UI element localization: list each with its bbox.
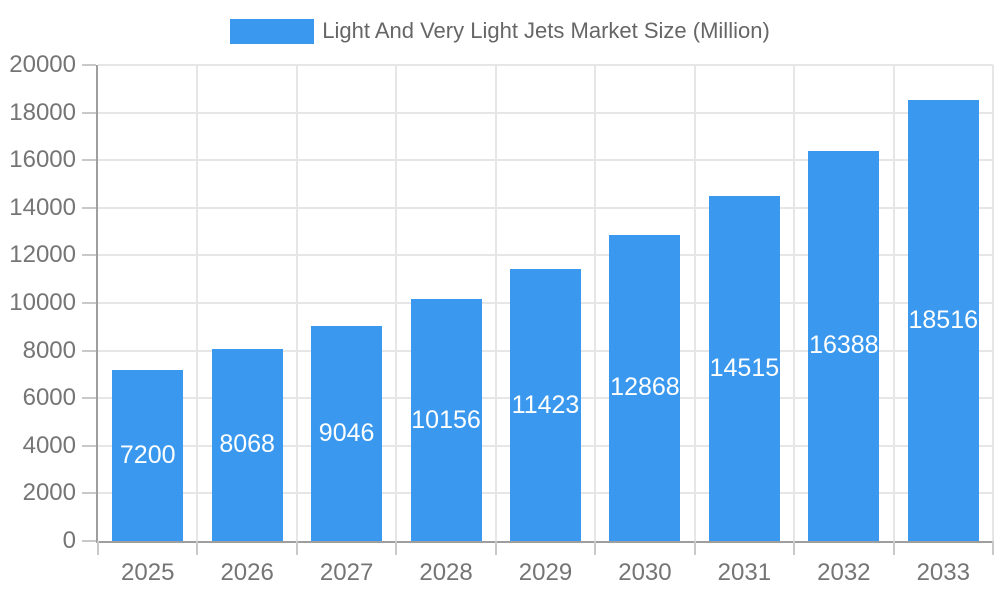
x-axis-tick-label: 2028 bbox=[419, 559, 473, 586]
bar-value-label: 8068 bbox=[219, 430, 275, 459]
y-axis-tick-label: 14000 bbox=[9, 193, 76, 221]
gridline-vertical bbox=[295, 65, 298, 541]
x-axis-tick bbox=[295, 541, 298, 555]
bar[interactable]: 16388 bbox=[808, 150, 880, 541]
x-axis-tick-label: 2025 bbox=[121, 559, 175, 586]
gridline-horizontal bbox=[98, 254, 993, 257]
x-axis-tick-label: 2027 bbox=[319, 559, 374, 586]
bar-value-label: 11423 bbox=[511, 390, 580, 419]
y-axis-tick-label: 8000 bbox=[22, 336, 76, 364]
bar[interactable]: 8068 bbox=[211, 348, 283, 541]
bar[interactable]: 9046 bbox=[311, 325, 383, 541]
bar-value-label: 7200 bbox=[119, 440, 176, 469]
x-axis-tick-label: 2026 bbox=[220, 559, 274, 586]
y-axis-tick-label: 20000 bbox=[9, 51, 76, 78]
legend-label: Light And Very Light Jets Market Size (M… bbox=[322, 18, 770, 43]
y-axis-tick bbox=[82, 444, 96, 447]
gridline-horizontal bbox=[98, 159, 993, 162]
bar-value-label: 12868 bbox=[610, 373, 680, 402]
gridline-horizontal bbox=[98, 206, 993, 209]
x-axis-tick-label: 2030 bbox=[618, 559, 672, 586]
gridline-horizontal bbox=[98, 64, 993, 66]
bar[interactable]: 10156 bbox=[410, 299, 482, 541]
legend-swatch bbox=[230, 18, 315, 44]
y-axis-tick bbox=[82, 206, 96, 209]
x-axis-tick bbox=[992, 541, 994, 555]
y-axis-tick-label: 16000 bbox=[9, 146, 76, 174]
gridline-vertical bbox=[793, 65, 796, 541]
x-axis-tick bbox=[196, 541, 199, 555]
bar-value-label: 14515 bbox=[709, 353, 780, 382]
y-axis-tick bbox=[82, 349, 96, 352]
x-axis-tick-label: 2031 bbox=[717, 559, 772, 586]
y-axis-tick bbox=[82, 64, 96, 66]
gridline-vertical bbox=[395, 65, 398, 541]
y-axis-tick-label: 18000 bbox=[9, 98, 76, 126]
y-axis-tick bbox=[82, 159, 96, 162]
x-axis-tick bbox=[594, 541, 597, 555]
y-axis-tick bbox=[82, 540, 96, 542]
x-axis-tick bbox=[494, 541, 497, 555]
gridline-vertical bbox=[693, 65, 696, 541]
y-axis-tick bbox=[82, 111, 96, 114]
bar[interactable]: 7200 bbox=[112, 369, 184, 541]
gridline-vertical bbox=[594, 65, 597, 541]
y-axis-tick-label: 6000 bbox=[22, 384, 76, 412]
bar-value-label: 9046 bbox=[318, 418, 375, 447]
bar[interactable]: 11423 bbox=[510, 269, 581, 541]
bar[interactable]: 12868 bbox=[609, 234, 681, 541]
bar[interactable]: 14515 bbox=[708, 195, 780, 541]
x-axis-tick-label: 2033 bbox=[916, 559, 970, 586]
x-axis-tick bbox=[97, 541, 99, 555]
y-axis-tick bbox=[82, 254, 96, 257]
gridline-horizontal bbox=[98, 111, 993, 114]
x-axis-tick-label: 2032 bbox=[817, 559, 871, 586]
bar[interactable]: 18516 bbox=[907, 100, 979, 541]
y-axis-tick-label: 12000 bbox=[9, 241, 76, 269]
y-axis-tick-label: 10000 bbox=[9, 289, 76, 316]
gridline-vertical bbox=[892, 65, 895, 541]
x-axis-tick bbox=[892, 541, 895, 555]
gridline-vertical bbox=[494, 65, 497, 541]
y-axis-tick bbox=[82, 302, 96, 304]
y-axis-tick-label: 4000 bbox=[22, 431, 76, 459]
x-axis-tick-label: 2029 bbox=[518, 559, 573, 586]
y-axis-tick-label: 2000 bbox=[22, 479, 76, 507]
x-axis-tick bbox=[395, 541, 398, 555]
y-axis-tick bbox=[82, 397, 96, 400]
gridline-vertical bbox=[992, 65, 994, 541]
y-axis-tick bbox=[82, 492, 96, 495]
bar-value-label: 18516 bbox=[908, 306, 979, 335]
y-axis-tick-label: 0 bbox=[62, 527, 76, 554]
legend-item[interactable]: Light And Very Light Jets Market Size (M… bbox=[0, 17, 1000, 45]
x-axis-tick bbox=[693, 541, 696, 555]
bar-value-label: 16388 bbox=[809, 331, 879, 360]
x-axis-tick bbox=[793, 541, 796, 555]
plot-area: 0 2000 4000 6000 8000 10000 12000 14000 16000 180… bbox=[9, 51, 994, 586]
gridline-vertical bbox=[196, 65, 199, 541]
bar-value-label: 10156 bbox=[411, 405, 481, 434]
